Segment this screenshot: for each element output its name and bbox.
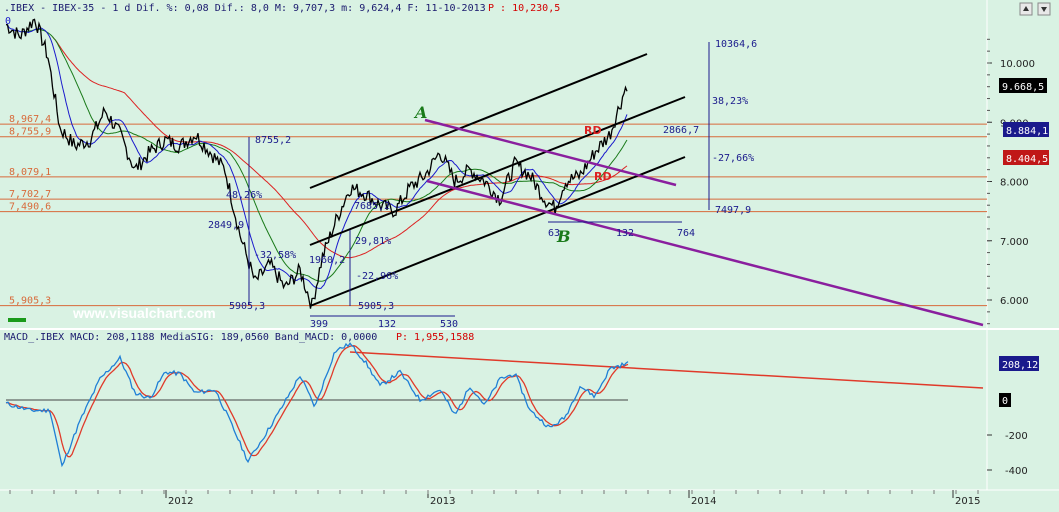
macd-price-label: P: 1,955,1588: [396, 332, 474, 343]
time-tick-label-3: 2015: [955, 496, 980, 507]
arrow-down-icon: [1041, 7, 1047, 12]
measure-7497: 7497,9: [715, 205, 751, 216]
measure-10364: 10364,6: [715, 39, 757, 50]
measure-32-58: -32,58%: [254, 250, 296, 261]
count-132-b: 132: [616, 228, 634, 239]
price-tick-label-2: 8.000: [1000, 178, 1029, 189]
measure-1960: 1960,2: [309, 255, 345, 266]
macd-line: [5, 342, 629, 468]
price-tick-label-0: 10.000: [1000, 59, 1035, 70]
price-panel: [0, 0, 987, 328]
macd-axis: -200 -400: [987, 431, 1028, 477]
level-label-4: 7,490,6: [9, 202, 51, 213]
arrow-up-icon: [1023, 6, 1029, 11]
level-label-5: 5,905,3: [9, 296, 51, 307]
channel-mid-line: [309, 96, 686, 246]
measure-27-66: -27,66%: [712, 153, 754, 164]
channel-upper-line: [309, 53, 648, 189]
measure-5905-a: 5905,3: [229, 301, 265, 312]
channel-lower-line: [309, 156, 686, 307]
red-price-badge: 8.404,5: [1003, 150, 1049, 165]
macd-header-text: MACD_.IBEX MACD: 208,1188 MediaSIG: 189,…: [4, 332, 377, 343]
level-label-3: 7,702,7: [9, 189, 51, 200]
last-price-badge: 9.668,5: [999, 78, 1047, 93]
count-764: 764: [677, 228, 695, 239]
blue-price-value: 8.884,1: [1006, 126, 1048, 137]
measure-29-81: 29,81%: [355, 236, 391, 247]
label-rd-1: RD: [584, 124, 602, 137]
price-tick-label-4: 6.000: [1000, 296, 1029, 307]
blue-price-badge: 8.884,1: [1003, 122, 1049, 137]
time-tick-label-1: 2013: [430, 496, 455, 507]
time-axis: 2012 2013 2014 2015: [9, 490, 980, 507]
scroll-up-button[interactable]: [1019, 2, 1033, 16]
downtrend-short-line: [424, 118, 677, 187]
time-tick-label-2: 2014: [691, 496, 716, 507]
scroll-down-button[interactable]: [1037, 2, 1051, 16]
level-label-2: 8,079,1: [9, 167, 51, 178]
header-text: .IBEX - IBEX-35 - 1 d Dif. %: 0,08 Dif.:…: [4, 3, 486, 14]
measure-8755: 8755,2: [255, 135, 291, 146]
count-132-a: 132: [378, 319, 396, 330]
price-tick-label-3: 7.000: [1000, 237, 1029, 248]
downtrend-lines: [424, 118, 984, 327]
measure-38-23: 38,23%: [712, 96, 748, 107]
last-price-value: 9.668,5: [1002, 82, 1044, 93]
volume-marker: [8, 318, 26, 322]
label-a: A: [413, 103, 427, 122]
macd-resistance-line: [349, 351, 984, 389]
time-tick-label-0: 2012: [168, 496, 193, 507]
watermark: www.visualchart.com: [72, 305, 216, 321]
measure-48-26: 48,26%: [226, 190, 262, 201]
measure-5905-b: 5905,3: [358, 301, 394, 312]
macd-zero-value: 0: [1002, 396, 1008, 407]
ma-mid-line: [22, 28, 628, 282]
macd-zero-badge: 0: [999, 393, 1011, 407]
measure-2849: 2849,9: [208, 220, 244, 231]
price-line: [5, 18, 628, 309]
count-399: 399: [310, 319, 328, 330]
count-63: 63: [548, 228, 560, 239]
macd-value: 208,12: [1002, 360, 1038, 371]
measure-2866: 2866,7: [663, 125, 699, 136]
macd-panel: [0, 330, 987, 490]
measurements: [248, 42, 710, 317]
level-label-0: 8,967,4: [9, 114, 51, 125]
label-b: B: [556, 227, 571, 246]
header-price-label: P : 10,230,5: [488, 3, 560, 14]
measure-22-96: -22,96%: [356, 271, 398, 282]
macd-signal-line: [5, 345, 629, 458]
label-rd-2: RD: [594, 170, 612, 183]
measure-7685: 7685,2: [354, 201, 390, 212]
trend-channel: [309, 53, 686, 307]
measure-labels: 10364,6 38,23% 2866,7 -27,66% 7497,9 875…: [208, 39, 757, 330]
count-530: 530: [440, 319, 458, 330]
top-left-zero: 0: [5, 16, 11, 27]
level-label-1: 8,755,9: [9, 127, 51, 138]
red-price-value: 8.404,5: [1006, 154, 1048, 165]
macd-value-badge: 208,12: [999, 356, 1039, 371]
macd-tick-label-1: -400: [1005, 466, 1028, 477]
downtrend-long-line: [426, 179, 984, 327]
macd-tick-label-0: -200: [1005, 431, 1028, 442]
